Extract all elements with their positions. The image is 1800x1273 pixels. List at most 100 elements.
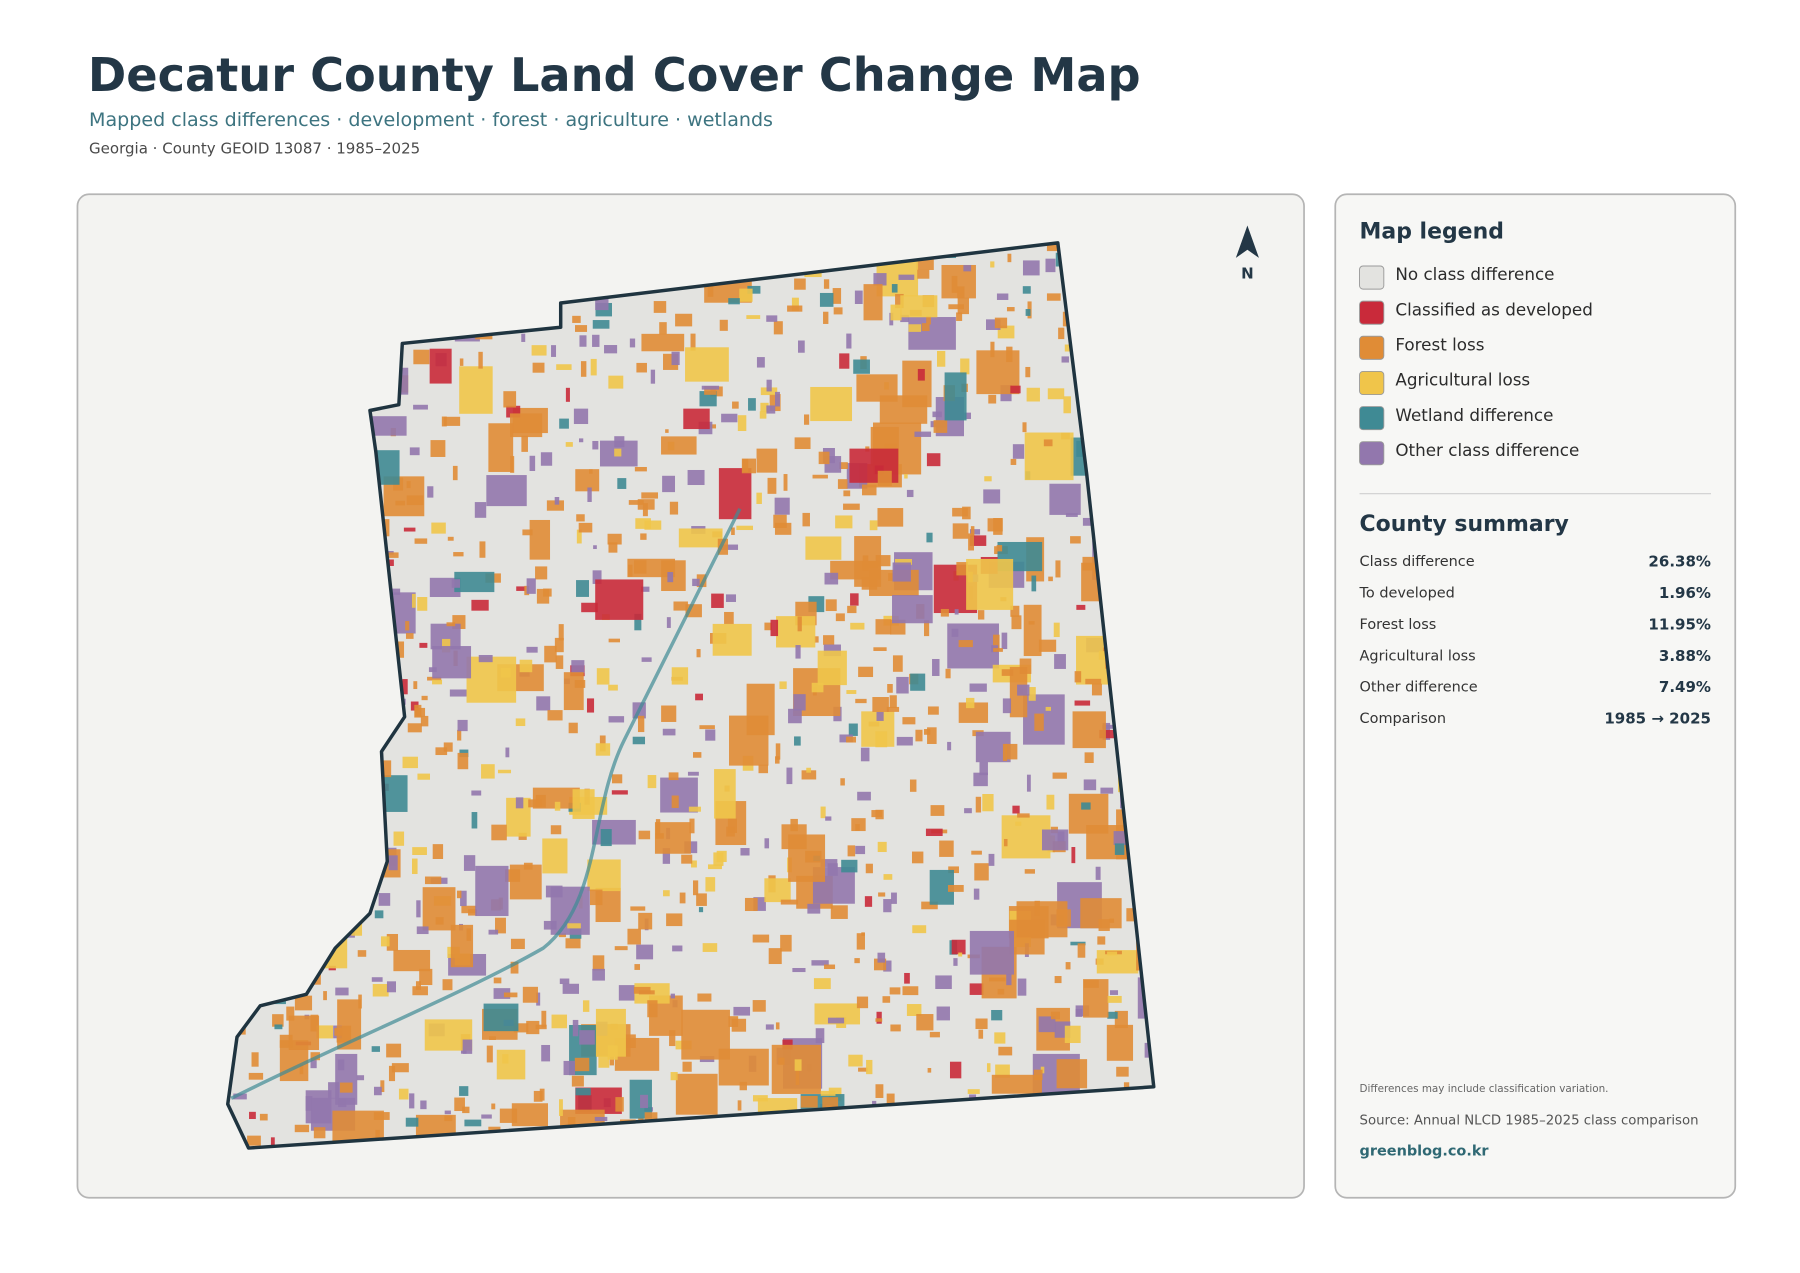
land-cover-patch xyxy=(1017,978,1027,996)
land-cover-patch xyxy=(505,747,510,758)
land-cover-patch xyxy=(641,657,652,662)
land-cover-patch xyxy=(819,292,834,307)
land-cover-patch xyxy=(969,930,1015,975)
land-cover-patch xyxy=(274,1024,283,1030)
land-cover-patch xyxy=(522,986,538,1003)
land-cover-patch xyxy=(581,602,598,613)
land-cover-patch xyxy=(699,725,715,730)
land-cover-patch xyxy=(592,320,610,329)
land-cover-patch xyxy=(572,1019,579,1037)
land-cover-patch xyxy=(792,967,806,973)
land-cover-patch xyxy=(598,1055,610,1068)
land-cover-patch xyxy=(767,477,777,494)
land-cover-patch xyxy=(910,673,926,691)
land-cover-patch xyxy=(640,533,647,540)
land-cover-patch xyxy=(927,727,937,744)
land-cover-patch xyxy=(896,676,909,694)
land-cover-patch xyxy=(468,909,477,916)
land-cover-patch xyxy=(963,265,972,272)
land-cover-patch xyxy=(1026,387,1040,402)
land-cover-patch xyxy=(491,1103,496,1110)
land-cover-patch xyxy=(1085,678,1102,685)
land-cover-patch xyxy=(495,917,506,934)
land-cover-patch xyxy=(447,536,454,541)
land-cover-patch xyxy=(313,1127,326,1139)
land-cover-patch xyxy=(388,588,401,595)
land-cover-patch xyxy=(471,599,489,611)
land-cover-patch xyxy=(670,993,675,999)
land-cover-patch xyxy=(1055,560,1061,578)
land-cover-patch xyxy=(701,385,720,390)
land-cover-patch xyxy=(607,533,622,545)
land-cover-patch xyxy=(1065,962,1071,970)
footer-source: Source: Annual NLCD 1985–2025 class comp… xyxy=(1360,1113,1699,1128)
land-cover-patch xyxy=(774,522,792,535)
land-cover-patch xyxy=(712,623,752,656)
land-cover-patch xyxy=(590,358,597,376)
land-cover-patch xyxy=(794,1059,802,1071)
land-cover-patch xyxy=(1070,536,1081,544)
land-cover-patch xyxy=(875,619,892,635)
land-cover-patch xyxy=(432,646,472,679)
land-cover-patch xyxy=(540,452,553,466)
land-cover-patch xyxy=(1046,794,1055,810)
land-cover-patch xyxy=(415,981,421,990)
land-cover-patch xyxy=(1010,385,1021,394)
land-cover-patch xyxy=(429,348,452,384)
land-cover-patch xyxy=(760,402,769,412)
land-cover-patch xyxy=(1113,831,1127,846)
land-cover-patch xyxy=(883,960,892,972)
land-cover-patch xyxy=(795,1069,800,1086)
land-cover-patch xyxy=(894,558,913,565)
land-cover-patch xyxy=(698,907,704,913)
land-cover-patch xyxy=(679,892,686,904)
land-cover-patch xyxy=(589,889,603,906)
land-cover-patch xyxy=(407,723,422,733)
land-cover-patch xyxy=(823,644,841,657)
land-cover-patch xyxy=(968,533,974,551)
land-cover-patch xyxy=(536,992,541,1006)
land-cover-patch xyxy=(403,527,416,532)
land-cover-patch xyxy=(729,715,769,766)
land-cover-patch xyxy=(463,855,476,871)
land-cover-patch xyxy=(1043,439,1053,447)
land-cover-patch xyxy=(873,958,887,971)
land-cover-patch xyxy=(1001,632,1008,650)
land-cover-patch xyxy=(550,825,562,835)
land-cover-patch xyxy=(666,617,671,628)
land-cover-patch xyxy=(990,341,995,358)
land-cover-patch xyxy=(756,357,765,368)
land-cover-patch xyxy=(669,501,679,515)
land-cover-patch xyxy=(951,939,966,955)
land-cover-patch xyxy=(1011,615,1022,630)
land-cover-patch xyxy=(522,529,533,536)
land-cover-patch xyxy=(814,636,819,643)
summary-label: Comparison xyxy=(1360,711,1446,727)
land-cover-patch xyxy=(526,646,538,653)
land-cover-patch xyxy=(305,1096,313,1111)
land-cover-patch xyxy=(608,684,618,691)
land-cover-patch xyxy=(850,622,865,630)
land-cover-patch xyxy=(506,405,521,418)
land-cover-patch xyxy=(1074,700,1091,706)
land-cover-patch xyxy=(878,892,886,897)
land-cover-patch xyxy=(1010,458,1017,465)
summary-label: To developed xyxy=(1359,585,1455,601)
land-cover-patch xyxy=(1017,684,1030,696)
land-cover-patch xyxy=(869,520,878,531)
land-cover-patch xyxy=(608,638,620,643)
land-cover-patch xyxy=(964,412,971,419)
land-cover-patch xyxy=(572,315,581,323)
land-cover-patch xyxy=(989,977,1006,982)
land-cover-patch xyxy=(632,736,646,745)
land-cover-patch xyxy=(891,892,897,904)
land-cover-patch xyxy=(1010,605,1020,617)
land-cover-patch xyxy=(414,707,426,717)
land-cover-patch xyxy=(378,893,391,906)
land-cover-patch xyxy=(510,961,519,974)
land-cover-patch xyxy=(925,828,943,837)
land-cover-patch xyxy=(756,448,778,473)
land-cover-patch xyxy=(964,808,972,814)
land-cover-patch xyxy=(705,729,716,741)
land-cover-patch xyxy=(380,936,390,947)
